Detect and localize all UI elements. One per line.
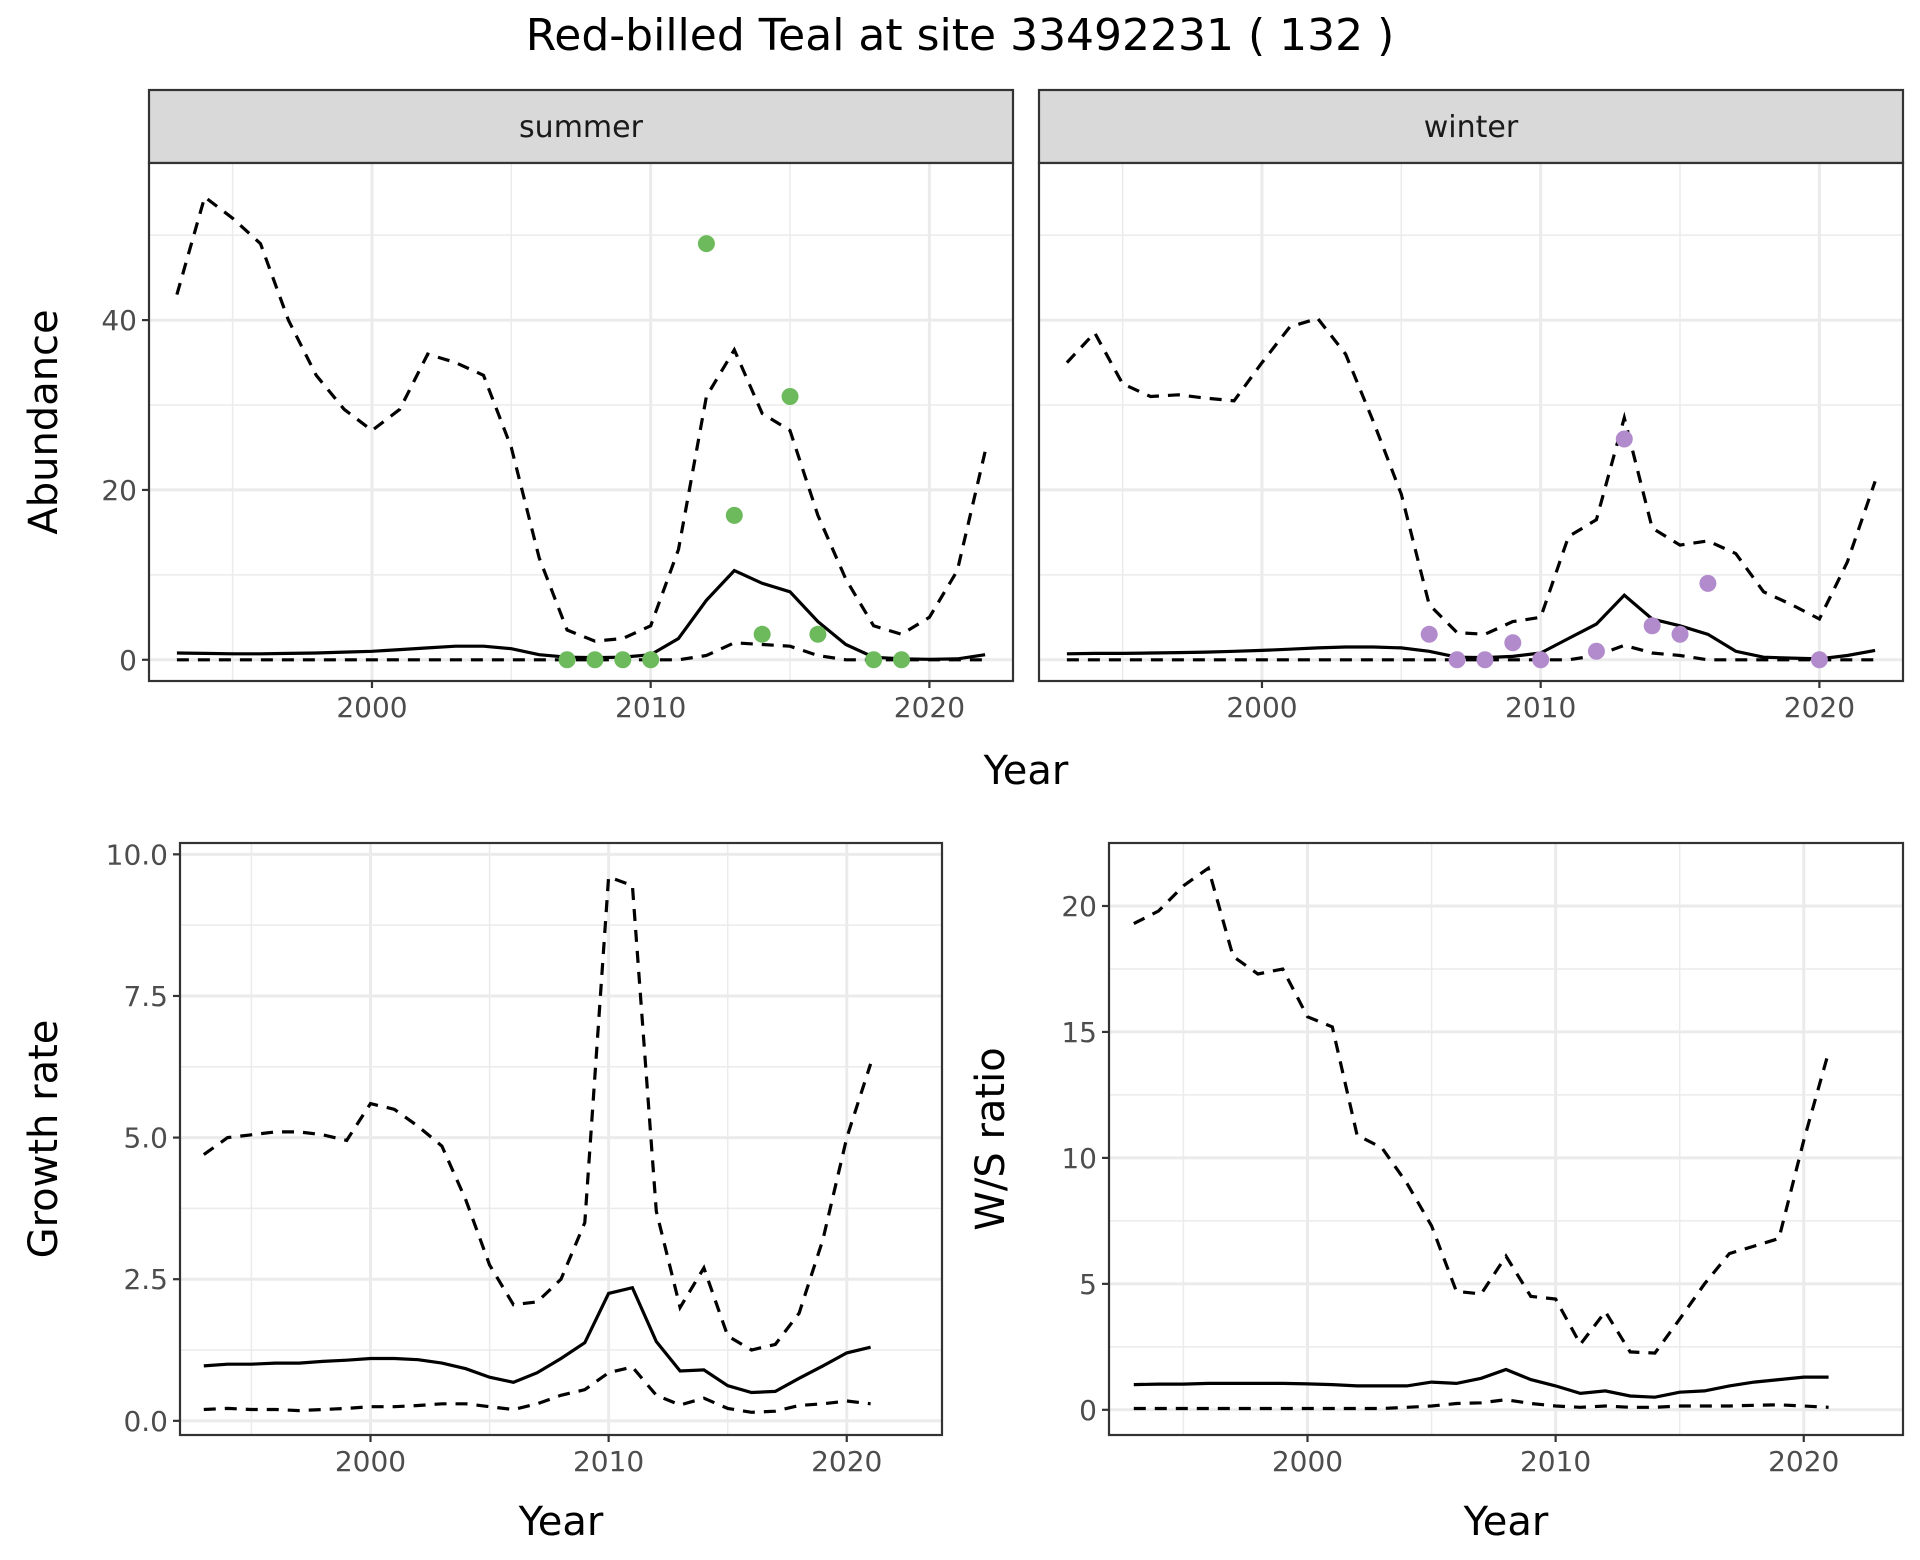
ws-ratio-y-tick-label: 15 — [1061, 1016, 1097, 1049]
ws-ratio-chart: 2000 2010 2020 0 5 10 15 20 Year W/S ratio — [968, 841, 1905, 1545]
growth-lower-bound-line — [203, 1365, 871, 1414]
ws-ratio-panel-border — [1107, 841, 1905, 1437]
abundance-summer-panel-bg — [149, 163, 1013, 681]
abundance-summer-lower-bound-line — [176, 641, 986, 662]
growth-x-tick-label: 2020 — [811, 1445, 882, 1478]
growth-y-tick-label: 2.5 — [123, 1263, 168, 1296]
abundance-summer-mean-line — [176, 568, 986, 661]
abundance-winter-lower-bound-line — [1066, 643, 1876, 662]
growth-x-tick-label: 2000 — [335, 1445, 406, 1478]
growth-y-tick-label: 0.0 — [123, 1405, 168, 1438]
abundance-y-axis-title: Abundance — [21, 309, 67, 534]
abundance-summer-strip — [147, 88, 1015, 165]
abundance-x-axis-title: Year — [983, 748, 1069, 794]
growth-y-axis-title: Growth rate — [21, 1020, 67, 1259]
abundance-winter-data-point — [1420, 625, 1438, 643]
abundance-winter-strip-label: winter — [1424, 110, 1519, 145]
growth-rate-chart: 2000 2010 2020 0.0 2.5 5.0 7.5 10.0 Year Growth r… — [21, 838, 944, 1545]
abundance-winter-data-point — [1810, 651, 1828, 669]
abundance-winter-data-point — [1587, 642, 1605, 660]
abundance-summer-x-tick-label: 2010 — [615, 691, 686, 724]
abundance-summer-data-point — [586, 651, 604, 669]
abundance-chart: summer 2000 2010 2020 0 20 40 winter 2000 2010 202… — [21, 88, 1905, 794]
ws-ratio-panel-bg — [1109, 843, 1903, 1435]
abundance-summer-y-tick-label: 0 — [119, 644, 137, 677]
abundance-winter-data-point — [1476, 651, 1494, 669]
ws-ratio-y-tick-label: 10 — [1061, 1142, 1097, 1175]
abundance-summer-upper-bound-line — [175, 194, 987, 643]
abundance-winter-panel-border — [1037, 161, 1905, 683]
growth-mean-line — [203, 1285, 871, 1395]
abundance-winter-data-point — [1504, 634, 1522, 652]
growth-x-tick-label: 2010 — [573, 1445, 644, 1478]
abundance-summer-data-point — [781, 388, 799, 406]
growth-panel-border — [178, 841, 944, 1437]
abundance-summer-strip-label: summer — [519, 110, 644, 145]
ws-ratio-x-axis-title: Year — [1463, 1499, 1549, 1545]
abundance-summer-data-point — [753, 625, 771, 643]
abundance-summer-y-tick-label: 20 — [101, 474, 137, 507]
growth-x-axis-title: Year — [518, 1499, 604, 1545]
growth-upper-bound-line — [202, 874, 873, 1352]
abundance-winter-x-tick-label: 2020 — [1784, 691, 1855, 724]
ws-ratio-x-tick-label: 2020 — [1768, 1445, 1839, 1478]
ws-ratio-y-tick-label: 5 — [1079, 1268, 1097, 1301]
ws-ratio-y-tick-label: 0 — [1079, 1394, 1097, 1427]
abundance-summer-y-tick-label: 40 — [101, 304, 137, 337]
abundance-summer-panel-border — [147, 161, 1015, 683]
ws-ratio-mean-line — [1133, 1367, 1829, 1399]
abundance-summer-data-point — [893, 651, 911, 669]
abundance-winter-data-point — [1532, 651, 1550, 669]
growth-y-tick-label: 10.0 — [106, 838, 168, 871]
abundance-winter-data-point — [1615, 430, 1633, 448]
abundance-winter-upper-bound-line — [1065, 316, 1877, 636]
abundance-summer-data-point — [614, 651, 632, 669]
abundance-winter-data-point — [1699, 574, 1717, 592]
abundance-summer-data-point — [697, 235, 715, 253]
figure-title: Red-billed Teal at site 33492231 ( 132 ) — [526, 10, 1395, 61]
abundance-summer-x-tick-label: 2000 — [336, 691, 407, 724]
abundance-winter-panel-bg — [1039, 163, 1903, 681]
abundance-summer-data-point — [865, 651, 883, 669]
ws-ratio-y-tick-label: 20 — [1061, 890, 1097, 923]
abundance-winter-data-point — [1671, 625, 1689, 643]
ws-ratio-lower-bound-line — [1133, 1398, 1829, 1411]
abundance-winter-data-point — [1448, 651, 1466, 669]
abundance-summer-data-point — [725, 506, 743, 524]
abundance-winter-mean-line — [1066, 593, 1876, 661]
abundance-summer-x-tick-label: 2020 — [894, 691, 965, 724]
abundance-winter-x-tick-label: 2000 — [1226, 691, 1297, 724]
abundance-winter-data-point — [1643, 617, 1661, 635]
ws-ratio-x-tick-label: 2000 — [1272, 1445, 1343, 1478]
ws-ratio-y-axis-title: W/S ratio — [968, 1047, 1014, 1230]
abundance-summer-data-point — [558, 651, 576, 669]
abundance-summer-data-point — [642, 651, 660, 669]
growth-y-tick-label: 7.5 — [123, 980, 168, 1013]
ws-ratio-x-tick-label: 2010 — [1520, 1445, 1591, 1478]
abundance-summer-data-point — [809, 625, 827, 643]
growth-y-tick-label: 5.0 — [123, 1122, 168, 1155]
abundance-winter-x-tick-label: 2010 — [1505, 691, 1576, 724]
